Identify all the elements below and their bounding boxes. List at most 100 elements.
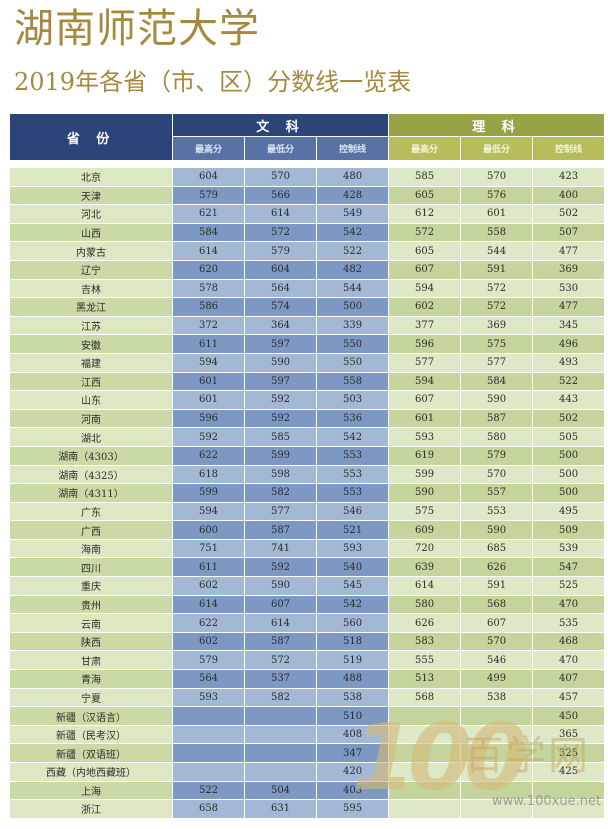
wen-max-cell: 579 [173, 651, 244, 670]
province-cell: 新疆（双语班） [10, 744, 172, 762]
li-control-cell: 530 [533, 279, 605, 298]
li-control-cell: 468 [533, 632, 605, 651]
wen-control-cell: 550 [317, 335, 389, 353]
table-row: 甘肃 579 572 519 555 546 470 [10, 651, 605, 670]
li-min-cell: 568 [461, 595, 533, 614]
li-max-cell: 596 [389, 335, 461, 353]
wen-control-cell: 553 [317, 446, 389, 465]
li-control-cell: 477 [533, 242, 605, 260]
province-cell: 辽宁 [10, 260, 172, 279]
wen-control-cell: 544 [317, 279, 389, 298]
wen-max-cell: 578 [173, 279, 244, 298]
province-cell: 四川 [10, 558, 172, 577]
table-row: 湖北 592 585 542 593 580 505 [10, 428, 605, 446]
table-row: 北京 604 570 480 585 570 423 [10, 168, 605, 186]
li-min-cell [461, 781, 533, 800]
table-row: 重庆 602 590 545 614 591 525 [10, 577, 605, 595]
li-max-cell: 590 [389, 484, 461, 502]
li-control-cell: 502 [533, 205, 605, 223]
li-max-cell: 594 [389, 372, 461, 391]
wen-min-cell [245, 763, 316, 781]
province-cell: 福建 [10, 353, 172, 372]
li-min-cell: 685 [461, 539, 533, 558]
li-control-cell: 345 [533, 316, 605, 335]
li-min-cell: 557 [461, 484, 533, 502]
wen-max-cell: 596 [173, 409, 244, 428]
li-max-cell [389, 707, 461, 725]
wen-max-cell: 658 [173, 800, 244, 818]
wen-max-cell: 618 [173, 465, 244, 484]
table-row: 山东 601 592 503 607 590 443 [10, 391, 605, 409]
wen-min-header: 最低分 [245, 137, 316, 160]
wen-max-cell: 611 [173, 335, 244, 353]
wen-min-cell: 577 [245, 502, 316, 521]
table-row: 新疆（民考汉） 408 365 [10, 725, 605, 744]
li-control-cell: 500 [533, 465, 605, 484]
li-max-cell: 583 [389, 632, 461, 651]
li-min-cell: 601 [461, 205, 533, 223]
province-cell: 河北 [10, 205, 172, 223]
li-max-cell: 599 [389, 465, 461, 484]
li-min-cell: 369 [461, 316, 533, 335]
wen-max-cell: 611 [173, 558, 244, 577]
province-cell: 重庆 [10, 577, 172, 595]
table-row: 内蒙古 614 579 522 605 544 477 [10, 242, 605, 260]
wen-control-cell: 593 [317, 539, 389, 558]
table-row: 吉林 578 564 544 594 572 530 [10, 279, 605, 298]
table-row: 广西 600 587 521 609 590 509 [10, 521, 605, 539]
province-cell: 安徽 [10, 335, 172, 353]
li-control-cell: 477 [533, 298, 605, 316]
li-min-cell: 570 [461, 168, 533, 186]
li-min-cell [461, 725, 533, 744]
li-control-cell: 495 [533, 502, 605, 521]
li-min-cell: 572 [461, 279, 533, 298]
li-max-cell: 593 [389, 428, 461, 446]
wen-min-cell [245, 707, 316, 725]
li-max-cell: 607 [389, 260, 461, 279]
li-control-cell: 407 [533, 670, 605, 688]
wen-min-cell: 614 [245, 205, 316, 223]
li-control-cell: 522 [533, 372, 605, 391]
wen-max-cell: 620 [173, 260, 244, 279]
province-cell: 海南 [10, 539, 172, 558]
wen-max-cell: 599 [173, 484, 244, 502]
province-column-header: 省 份 [10, 114, 172, 160]
wen-max-cell: 602 [173, 632, 244, 651]
table-row: 天津 579 566 428 605 576 400 [10, 186, 605, 205]
wen-min-cell: 564 [245, 279, 316, 298]
wen-control-cell: 549 [317, 205, 389, 223]
wen-max-cell: 522 [173, 781, 244, 800]
li-min-cell: 590 [461, 521, 533, 539]
li-max-cell [389, 800, 461, 818]
li-max-cell [389, 744, 461, 762]
wen-control-cell: 542 [317, 223, 389, 242]
province-cell: 广西 [10, 521, 172, 539]
wen-min-cell: 597 [245, 335, 316, 353]
wen-max-cell: 622 [173, 614, 244, 632]
li-min-cell: 577 [461, 353, 533, 372]
table-row: 西藏（内地西藏班） 420 425 [10, 763, 605, 781]
table-row: 湖南（4325） 618 598 553 599 570 500 [10, 465, 605, 484]
province-cell: 江苏 [10, 316, 172, 335]
province-cell: 甘肃 [10, 651, 172, 670]
table-row: 陕西 602 587 518 583 570 468 [10, 632, 605, 651]
table-row: 宁夏 593 582 538 568 538 457 [10, 688, 605, 707]
table-row: 青海 564 537 488 513 499 407 [10, 670, 605, 688]
table-row: 江苏 372 364 339 377 369 345 [10, 316, 605, 335]
li-min-cell: 538 [461, 688, 533, 707]
wen-max-cell: 594 [173, 502, 244, 521]
wen-ke-header: 文 科 [173, 114, 389, 136]
li-control-cell: 539 [533, 539, 605, 558]
table-row: 上海 522 504 403 [10, 781, 605, 800]
li-min-cell: 607 [461, 614, 533, 632]
li-max-cell: 568 [389, 688, 461, 707]
wen-max-cell [173, 763, 244, 781]
province-cell: 江西 [10, 372, 172, 391]
li-min-cell: 587 [461, 409, 533, 428]
province-cell: 西藏（内地西藏班） [10, 763, 172, 781]
li-min-cell: 570 [461, 465, 533, 484]
wen-max-cell: 601 [173, 372, 244, 391]
province-cell: 湖南（4303） [10, 446, 172, 465]
wen-max-cell: 621 [173, 205, 244, 223]
province-cell: 湖北 [10, 428, 172, 446]
